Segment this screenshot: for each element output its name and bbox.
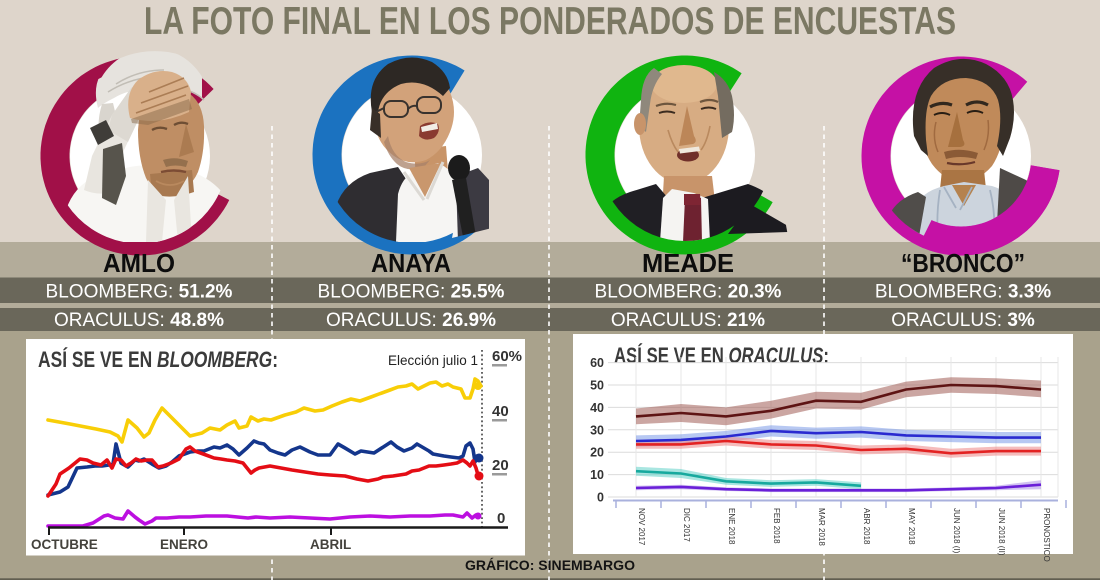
svg-text:10: 10 (590, 468, 604, 482)
svg-text:AMLO: AMLO (103, 248, 175, 278)
svg-text:40: 40 (492, 403, 509, 420)
svg-text:BLOOMBERG: 3.3%: BLOOMBERG: 3.3% (875, 282, 1051, 303)
svg-text:ENERO: ENERO (160, 537, 208, 552)
svg-text:Elección julio 1: Elección julio 1 (388, 353, 478, 368)
svg-text:OCTUBRE: OCTUBRE (31, 537, 98, 552)
svg-text:NOV 2017: NOV 2017 (637, 508, 646, 546)
svg-text:BLOOMBERG: 20.3%: BLOOMBERG: 20.3% (595, 282, 782, 303)
svg-text:MAR 2018: MAR 2018 (817, 508, 826, 546)
svg-text:ORACULUS: 26.9%: ORACULUS: 26.9% (326, 310, 496, 331)
svg-text:ORACULUS: 21%: ORACULUS: 21% (611, 310, 765, 331)
svg-text:BLOOMBERG: 51.2%: BLOOMBERG: 51.2% (46, 282, 233, 303)
svg-text:20: 20 (492, 457, 509, 474)
svg-text:BLOOMBERG: 25.5%: BLOOMBERG: 25.5% (318, 282, 505, 303)
svg-text:ENE 2018: ENE 2018 (727, 508, 736, 545)
svg-text:ORACULUS: 48.8%: ORACULUS: 48.8% (54, 310, 224, 331)
svg-text:60: 60 (590, 356, 604, 370)
svg-text:PRONOSTICO: PRONOSTICO (1042, 508, 1051, 562)
svg-text:JUN 2018 (I): JUN 2018 (I) (952, 508, 961, 554)
svg-text:50: 50 (590, 379, 604, 393)
svg-text:MEADE: MEADE (642, 248, 734, 278)
svg-text:0: 0 (497, 510, 505, 527)
svg-text:FEB 2018: FEB 2018 (772, 508, 781, 544)
svg-text:ASÍ SE VE EN BLOOMBERG:: ASÍ SE VE EN BLOOMBERG: (38, 347, 278, 372)
svg-text:DIC 2017: DIC 2017 (682, 508, 691, 542)
svg-text:ASÍ SE VE EN ORACULUS:: ASÍ SE VE EN ORACULUS: (614, 343, 829, 368)
svg-text:ORACULUS: 3%: ORACULUS: 3% (891, 310, 1035, 331)
svg-text:0: 0 (597, 491, 604, 505)
svg-text:20: 20 (590, 446, 604, 460)
svg-text:40: 40 (590, 401, 604, 415)
svg-text:ABR 2018: ABR 2018 (862, 508, 871, 545)
svg-text:LA FOTO FINAL EN LOS PONDERADO: LA FOTO FINAL EN LOS PONDERADOS DE ENCUE… (144, 0, 956, 43)
svg-text:ANAYA: ANAYA (371, 248, 451, 278)
svg-text:JUN 2018 (II): JUN 2018 (II) (997, 508, 1006, 556)
svg-text:30: 30 (590, 423, 604, 437)
svg-text:ABRIL: ABRIL (310, 537, 351, 552)
svg-text:GRÁFICO: SINEMBARGO: GRÁFICO: SINEMBARGO (465, 557, 635, 573)
svg-text:“BRONCO”: “BRONCO” (901, 248, 1025, 278)
svg-text:60%: 60% (492, 348, 522, 365)
svg-text:MAY 2018: MAY 2018 (907, 508, 916, 545)
